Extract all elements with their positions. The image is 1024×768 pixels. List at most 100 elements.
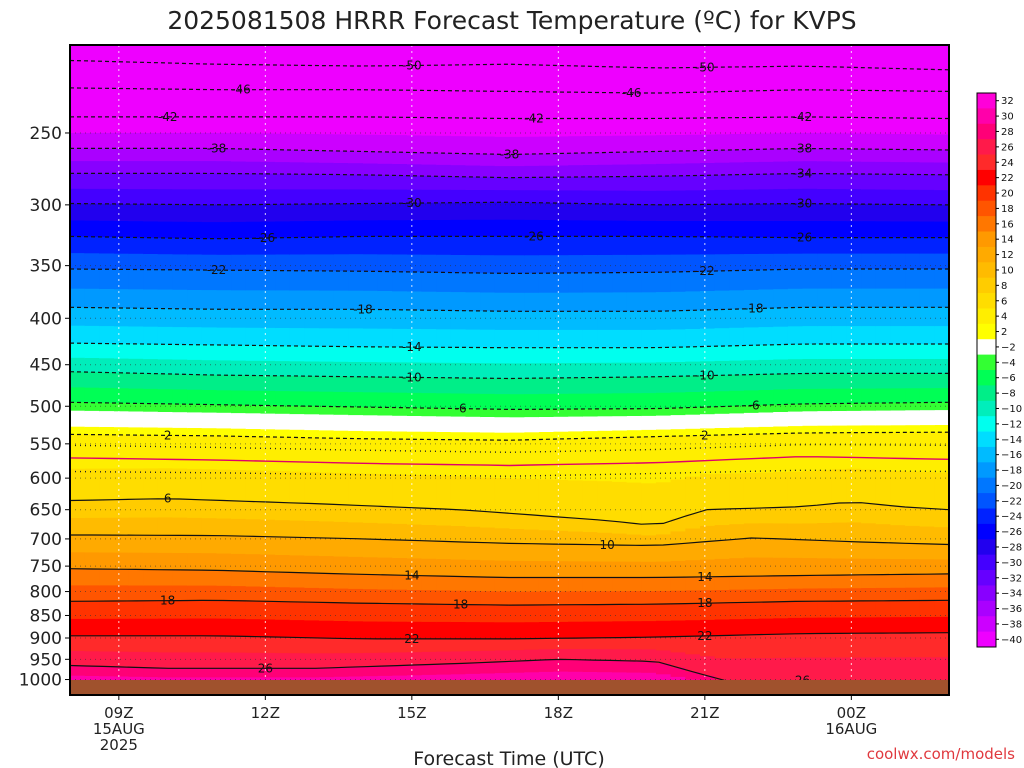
temperature-band xyxy=(172,412,188,421)
temperature-band xyxy=(172,344,188,361)
temperature-band xyxy=(407,603,423,623)
temperature-band xyxy=(626,151,643,165)
temperature-band xyxy=(700,603,716,621)
temperature-band xyxy=(187,327,203,346)
temperature-band xyxy=(582,311,599,331)
temperature-band xyxy=(363,505,379,524)
temperature-band xyxy=(875,418,892,426)
contour-label: 2 xyxy=(701,428,709,442)
temperature-band xyxy=(84,203,101,222)
temperature-band xyxy=(861,432,877,471)
temperature-band xyxy=(187,404,203,413)
temperature-band xyxy=(670,329,686,348)
temperature-band xyxy=(99,427,115,436)
temperature-band xyxy=(436,377,452,394)
temperature-band xyxy=(919,69,936,81)
temperature-band xyxy=(99,411,115,420)
temperature-band xyxy=(157,54,174,64)
temperature-band xyxy=(861,67,877,80)
temperature-band xyxy=(934,237,949,255)
temperature-band xyxy=(143,326,159,345)
temperature-band xyxy=(377,415,393,425)
y-axis: 2503003504004505005506006507007508008509… xyxy=(19,124,70,691)
temperature-band xyxy=(875,288,892,308)
temperature-band xyxy=(231,345,247,362)
temperature-band xyxy=(817,403,833,412)
temperature-band xyxy=(524,424,540,433)
colorbar-tick-label: −34 xyxy=(1001,589,1022,600)
temperature-band xyxy=(656,429,672,437)
temperature-band xyxy=(743,434,760,474)
temperature-band xyxy=(934,69,949,82)
temperature-band xyxy=(802,307,818,327)
temperature-band xyxy=(275,601,291,621)
temperature-band xyxy=(143,161,159,174)
temperature-band xyxy=(612,377,628,394)
temperature-band xyxy=(333,667,350,678)
temperature-band xyxy=(275,375,291,392)
colorbar-swatch xyxy=(977,108,996,125)
temperature-band xyxy=(817,253,833,270)
temperature-band xyxy=(187,161,203,174)
temperature-band xyxy=(509,91,525,106)
temperature-band xyxy=(714,162,731,176)
temperature-band xyxy=(84,220,101,238)
temperature-band xyxy=(846,410,862,419)
temperature-band xyxy=(436,202,452,221)
temperature-band xyxy=(773,103,789,118)
temperature-band xyxy=(157,618,174,637)
temperature-band xyxy=(685,190,701,206)
temperature-band xyxy=(524,273,540,294)
temperature-band xyxy=(392,45,408,57)
x-tick-label: 00Z xyxy=(837,704,866,722)
temperature-band xyxy=(626,604,643,622)
temperature-band xyxy=(275,174,291,191)
temperature-band xyxy=(787,269,804,290)
temperature-band xyxy=(700,328,716,347)
temperature-band xyxy=(436,638,452,653)
temperature-band xyxy=(641,164,657,177)
temperature-band xyxy=(494,512,511,529)
temperature-band xyxy=(216,390,232,406)
temperature-band xyxy=(714,328,731,347)
temperature-band xyxy=(304,637,320,654)
colorbar-swatch xyxy=(977,462,996,479)
temperature-band xyxy=(201,290,218,310)
temperature-band xyxy=(275,520,291,538)
temperature-band xyxy=(70,133,86,150)
temperature-band xyxy=(656,523,672,535)
temperature-band xyxy=(582,92,599,107)
temperature-band xyxy=(201,54,218,65)
temperature-band xyxy=(670,56,686,69)
temperature-band xyxy=(846,90,862,105)
temperature-band xyxy=(494,190,511,203)
temperature-band xyxy=(348,254,364,272)
temperature-band xyxy=(656,236,672,256)
temperature-band xyxy=(450,416,467,426)
temperature-band xyxy=(348,163,364,176)
temperature-band xyxy=(480,409,496,418)
temperature-band xyxy=(875,117,892,135)
temperature-band xyxy=(846,344,862,360)
temperature-band xyxy=(656,636,672,651)
temperature-band xyxy=(289,89,306,105)
temperature-band xyxy=(377,151,393,165)
temperature-band xyxy=(216,64,232,78)
temperature-band xyxy=(831,288,848,308)
temperature-band xyxy=(524,439,540,480)
temperature-band xyxy=(480,591,496,606)
temperature-band xyxy=(875,68,892,81)
temperature-band xyxy=(289,503,306,522)
temperature-band xyxy=(128,189,145,205)
temperature-band xyxy=(260,502,276,521)
temperature-band xyxy=(831,307,848,327)
temperature-band xyxy=(304,103,320,118)
temperature-band xyxy=(114,103,130,118)
temperature-band xyxy=(421,135,437,154)
temperature-band xyxy=(626,534,643,546)
temperature-band xyxy=(861,359,877,374)
temperature-band xyxy=(333,472,350,506)
contour-labels: -50 -50-46 -46-42 -42 -42-38 -38 -38-34-30 -30-… xyxy=(158,58,812,687)
temperature-band xyxy=(700,576,716,591)
temperature-band xyxy=(450,236,467,256)
